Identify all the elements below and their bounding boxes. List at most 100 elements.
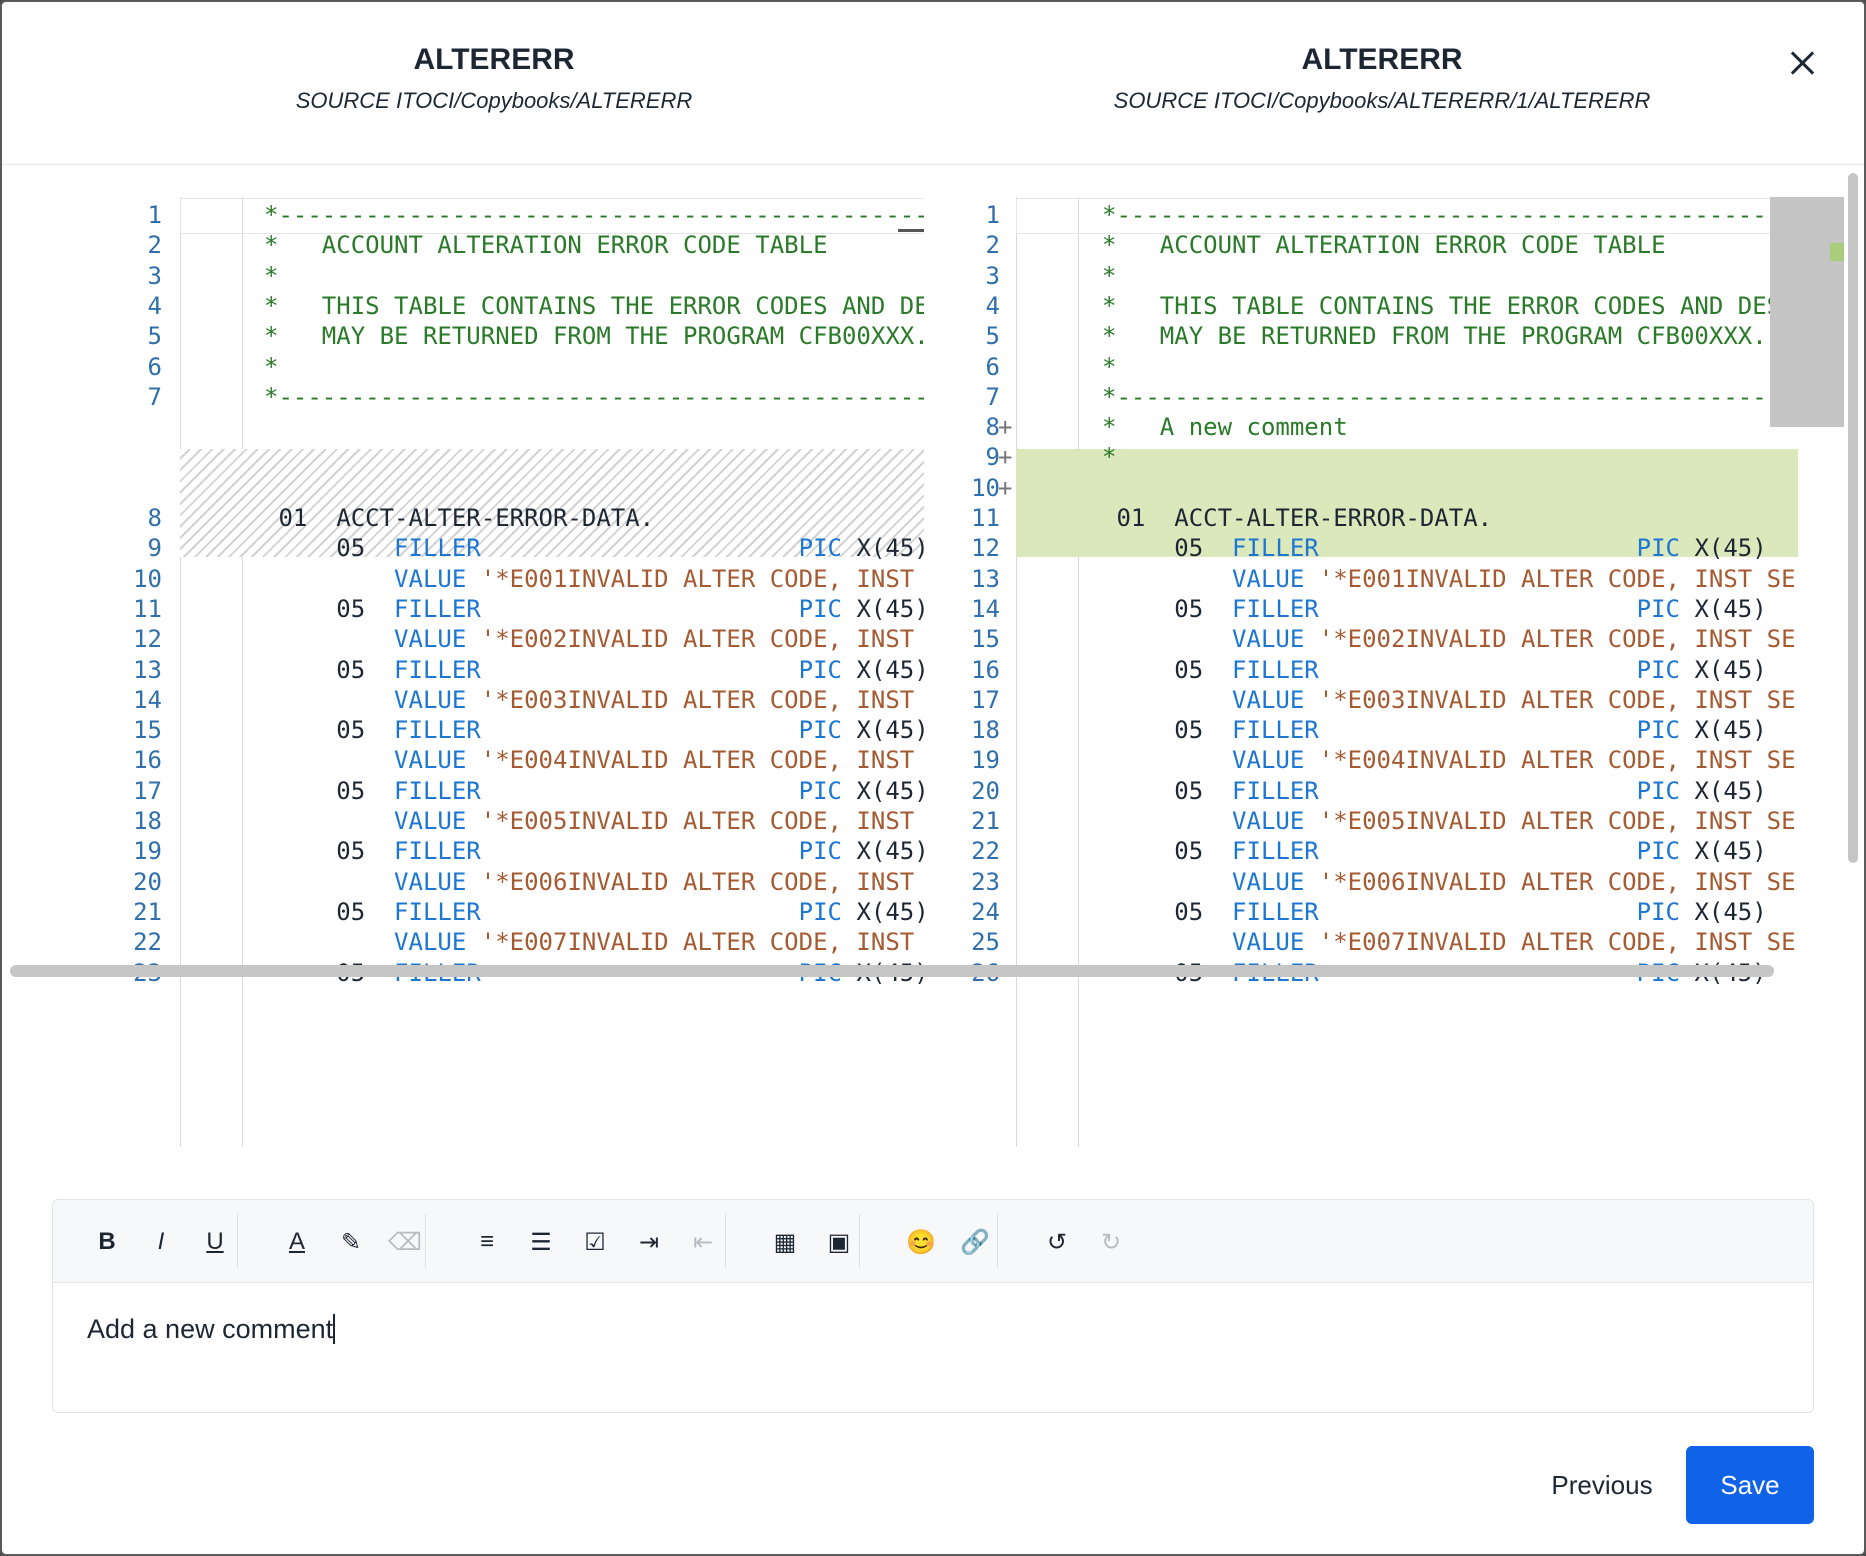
code-line[interactable]: 16 VALUE '*E004INVALID ALTER CODE, INST [2,742,924,778]
code-line[interactable]: 11 01 ACCT-ALTER-ERROR-DATA. [930,500,1798,536]
code-line[interactable]: 3 * [2,258,924,294]
code-token: * [1102,352,1117,381]
code-text: 01 ACCT-ALTER-ERROR-DATA. [1102,500,1492,536]
underline-icon[interactable]: U [206,1228,224,1255]
code-line[interactable]: 19 VALUE '*E004INVALID ALTER CODE, INST … [930,742,1798,778]
code-line[interactable]: 17 05 FILLER PIC X(45) [2,773,924,809]
code-line[interactable]: 2 * ACCOUNT ALTERATION ERROR CODE TABLE [2,227,924,263]
code-line[interactable]: 4 * THIS TABLE CONTAINS THE ERROR CODES A… [930,288,1798,324]
original-pane[interactable]: 1 *--------------------------------------… [2,197,924,1147]
code-token: FILLER [1232,897,1319,926]
indent-icon[interactable]: ⇥ [638,1228,660,1256]
code-line[interactable]: 9 + * [930,439,1798,475]
line-number: 14 [971,594,1000,623]
code-token: VALUE [1232,625,1305,654]
comment-text[interactable]: Add a new comment [87,1314,336,1345]
code-token [1319,595,1637,623]
code-line[interactable]: 14 VALUE '*E003INVALID ALTER CODE, INST [2,682,924,718]
code-token: X(45) [1680,837,1767,866]
line-number: 3 [985,261,1000,290]
code-line[interactable]: 13 VALUE '*E001INVALID ALTER CODE, INST … [930,561,1798,597]
image-icon[interactable]: ▣ [827,1228,851,1256]
ordered-list-icon[interactable]: ≡ [479,1228,494,1255]
comment-input[interactable]: Add a new comment [53,1284,1813,1410]
code-line[interactable]: 16 05 FILLER PIC X(45) [930,652,1798,688]
code-token: VALUE [394,867,467,896]
table-icon[interactable]: ▦ [773,1228,797,1256]
line-number: 11 [133,594,162,623]
code-token: PIC [798,897,842,926]
code-line[interactable]: 18 05 FILLER PIC X(45) [930,712,1798,748]
code-line[interactable]: 20 05 FILLER PIC X(45) [930,773,1798,809]
code-line[interactable]: 6 * [930,349,1798,385]
code-text: * A new comment [1102,409,1348,445]
previous-button[interactable]: Previous [1530,1446,1674,1524]
line-number: 1 [985,201,1000,229]
code-token [264,807,394,835]
code-line[interactable]: 20 VALUE '*E006INVALID ALTER CODE, INST [2,864,924,900]
code-line[interactable]: 8 01 ACCT-ALTER-ERROR-DATA. [2,500,924,536]
save-button[interactable]: Save [1686,1446,1814,1524]
bullet-list-icon[interactable]: ☰ [530,1228,552,1256]
eraser-icon[interactable]: ⌫ [388,1228,422,1256]
code-line[interactable]: 1 *--------------------------------------… [2,197,924,233]
code-line[interactable]: 24 05 FILLER PIC X(45) [930,894,1798,930]
highlighter-icon[interactable]: ✎ [340,1228,362,1256]
bold-icon[interactable]: B [98,1228,116,1255]
code-line[interactable]: 6 * [2,349,924,385]
horizontal-scrollbar[interactable] [10,965,1774,977]
redo-icon[interactable]: ↻ [1100,1228,1122,1256]
code-line[interactable]: 5 * MAY BE RETURNED FROM THE PROGRAM CFB0… [2,318,924,354]
code-line[interactable]: 10 + [930,470,1798,506]
minimap-slider[interactable] [1770,197,1844,427]
code-line[interactable]: 11 05 FILLER PIC X(45) [2,591,924,627]
code-token: 05 [264,837,395,866]
code-line[interactable]: 15 05 FILLER PIC X(45) [2,712,924,748]
code-line[interactable]: 17 VALUE '*E003INVALID ALTER CODE, INST … [930,682,1798,718]
outdent-icon[interactable]: ⇤ [692,1228,714,1256]
code-line[interactable]: 10 VALUE '*E001INVALID ALTER CODE, INST [2,561,924,597]
text-color-icon[interactable]: A [288,1228,305,1255]
diff-editor[interactable]: 1 *--------------------------------------… [2,165,1864,1165]
line-number: 7 [147,382,162,411]
code-token: X(45) [1680,655,1767,684]
code-line[interactable]: 7 *--------------------------------------… [2,379,924,415]
code-line[interactable]: 21 05 FILLER PIC X(45) [2,894,924,930]
link-icon[interactable]: 🔗 [960,1228,990,1256]
code-line[interactable]: 14 05 FILLER PIC X(45) [930,591,1798,627]
code-line[interactable]: 12 05 FILLER PIC X(45) [930,530,1798,566]
code-line[interactable]: 25 VALUE '*E007INVALID ALTER CODE, INST … [930,924,1798,960]
modified-pane[interactable]: 1 *--------------------------------------… [930,197,1798,1147]
code-line[interactable]: 2 * ACCOUNT ALTERATION ERROR CODE TABLE [930,227,1798,263]
checklist-icon[interactable]: ☑ [584,1228,606,1256]
code-text: 05 FILLER PIC X(45) [264,530,924,566]
italic-icon[interactable]: I [157,1228,165,1255]
code-text: 05 FILLER PIC X(45) [1102,773,1766,809]
code-token [481,656,799,684]
code-line[interactable]: 13 05 FILLER PIC X(45) [2,652,924,688]
code-line[interactable]: 23 VALUE '*E006INVALID ALTER CODE, INST … [930,864,1798,900]
code-line[interactable]: 19 05 FILLER PIC X(45) [2,833,924,869]
code-line[interactable]: 7 *--------------------------------------… [930,379,1798,415]
code-line[interactable]: 1 *--------------------------------------… [930,197,1798,233]
vertical-scrollbar[interactable] [1848,173,1858,863]
line-number: 12 [133,625,162,654]
emoji-icon[interactable]: 😊 [906,1228,936,1256]
code-line[interactable]: 15 VALUE '*E002INVALID ALTER CODE, INST … [930,621,1798,657]
code-line[interactable]: 3 * [930,258,1798,294]
editor-toolbar: B I U A ✎ ⌫ ≡ ☰ ☑ ⇥ ⇤ ▦ ▣ 😊 🔗 ↺ ↻ [53,1200,1813,1283]
code-line[interactable]: 22 VALUE '*E007INVALID ALTER CODE, INST [2,924,924,960]
code-line[interactable]: 22 05 FILLER PIC X(45) [930,833,1798,869]
code-line[interactable]: 18 VALUE '*E005INVALID ALTER CODE, INST [2,803,924,839]
close-icon[interactable] [1788,48,1818,78]
line-number: 12 [971,534,1000,563]
code-line[interactable]: 5 * MAY BE RETURNED FROM THE PROGRAM CFB0… [930,318,1798,354]
code-text: VALUE '*E007INVALID ALTER CODE, INST SE [1102,924,1796,960]
code-line[interactable]: 21 VALUE '*E005INVALID ALTER CODE, INST … [930,803,1798,839]
code-line[interactable]: 9 05 FILLER PIC X(45) [2,530,924,566]
code-line[interactable]: 12 VALUE '*E002INVALID ALTER CODE, INST [2,621,924,657]
code-line[interactable]: 4 * THIS TABLE CONTAINS THE ERROR CODES A… [2,288,924,324]
code-token: 05 [264,534,395,563]
undo-icon[interactable]: ↺ [1046,1228,1068,1256]
code-line[interactable]: 8 + * A new comment [930,409,1798,445]
